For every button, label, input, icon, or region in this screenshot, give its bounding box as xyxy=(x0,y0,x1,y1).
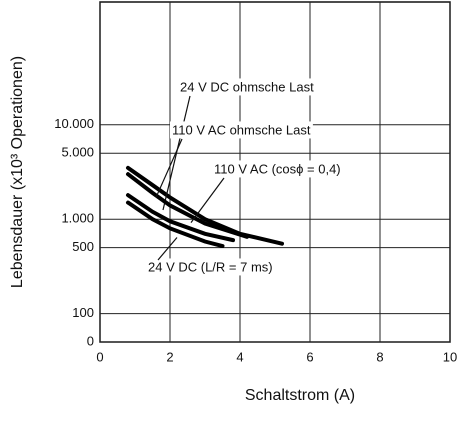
x-tick-label: 8 xyxy=(376,349,383,364)
x-tick-label: 10 xyxy=(443,349,457,364)
y-tick-label: 1.000 xyxy=(61,211,94,226)
leader-line xyxy=(155,138,183,198)
y-tick-label: 0 xyxy=(87,333,94,348)
curve xyxy=(126,200,225,249)
curve xyxy=(126,172,249,239)
curve-label: 24 V DC (L/R = 7 ms) xyxy=(148,259,273,274)
leader-line xyxy=(190,177,225,223)
y-tick-label: 10.000 xyxy=(54,116,94,131)
x-tick-label: 0 xyxy=(96,349,103,364)
curve-label-bg xyxy=(146,258,275,276)
curve xyxy=(126,193,235,243)
curve-label: 24 V DC ohmsche Last xyxy=(180,79,314,94)
curve-label: 110 V AC ohmsche Last xyxy=(172,122,311,137)
x-axis-label: Schaltstrom (A) xyxy=(245,387,355,404)
leader-line xyxy=(157,237,178,261)
y-tick-label: 500 xyxy=(72,239,94,254)
curve-label: 110 V AC (cosϕ = 0,4) xyxy=(214,161,341,176)
curve-label-bg xyxy=(178,78,317,96)
y-axis-label: Lebensdauer (x10³ Operationen) xyxy=(9,56,26,288)
y-tick-label: 100 xyxy=(72,305,94,320)
x-tick-label: 6 xyxy=(306,349,313,364)
leader-line xyxy=(162,95,191,211)
y-tick-label: 5.000 xyxy=(61,145,94,160)
x-tick-label: 4 xyxy=(236,349,243,364)
curve-label-bg xyxy=(170,121,313,139)
curve-label-bg xyxy=(212,160,343,178)
x-tick-label: 2 xyxy=(166,349,173,364)
